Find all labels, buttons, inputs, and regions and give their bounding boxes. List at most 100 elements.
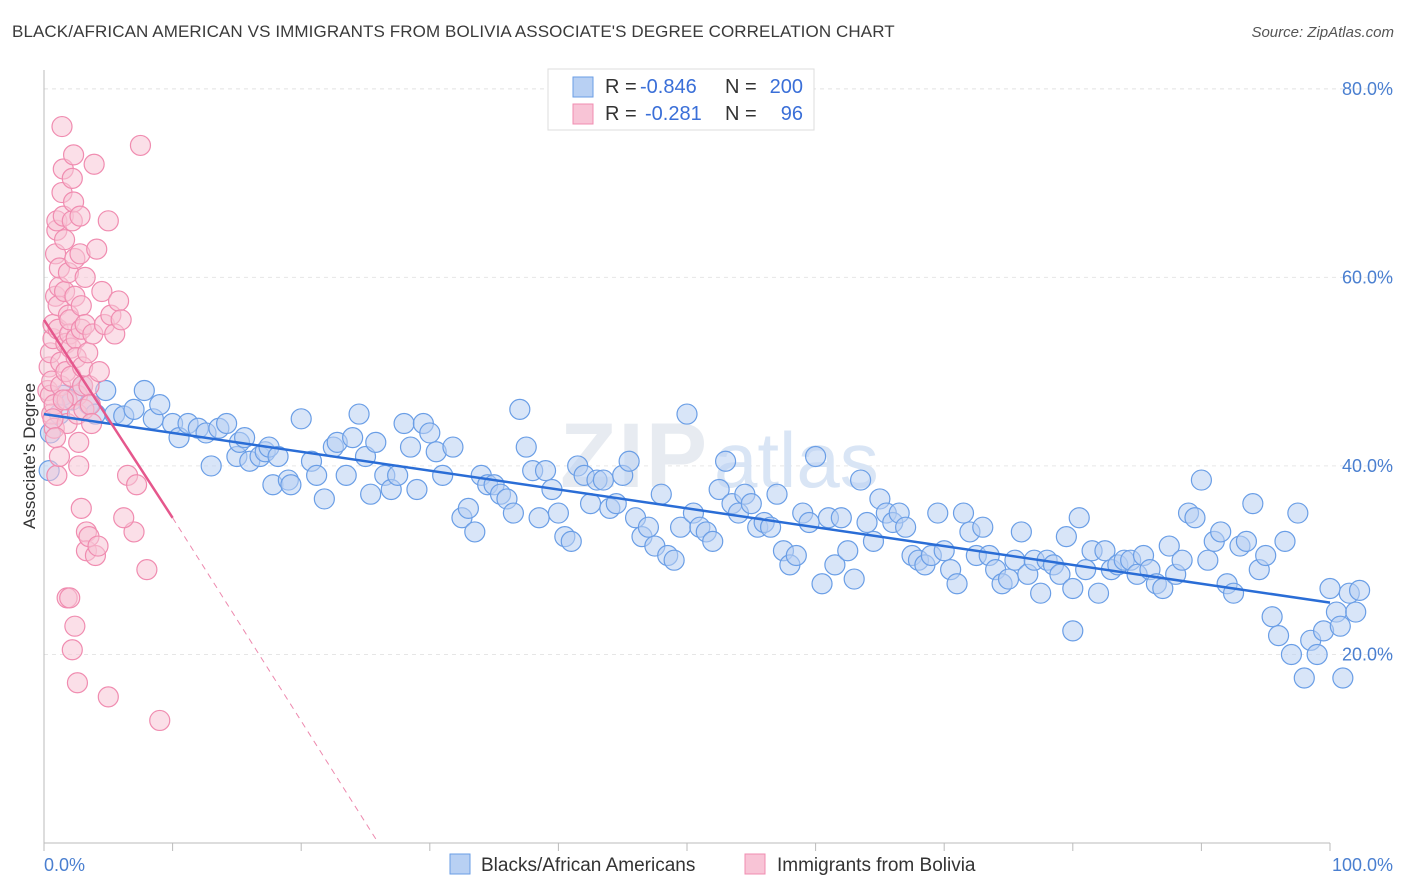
- blue-point-86: [637, 516, 660, 538]
- blue-point-72: [547, 502, 570, 524]
- grid-lines: [44, 88, 1392, 655]
- pink-point-59: [77, 342, 99, 364]
- blue-point-199: [1348, 579, 1371, 601]
- blue-point-55: [432, 464, 454, 486]
- pink-point-70: [97, 210, 119, 232]
- blue-point-117: [837, 540, 859, 562]
- chart-source: Source: ZipAtlas.com: [1251, 24, 1394, 41]
- pink-point-47: [68, 455, 90, 477]
- pink-point-62: [80, 412, 103, 435]
- blue-point-88: [650, 483, 672, 505]
- y-axis-label: Associate's Degree: [20, 383, 39, 529]
- chart-title: BLACK/AFRICAN AMERICAN VS IMMIGRANTS FRO…: [12, 22, 895, 41]
- blue-point-116: [830, 507, 852, 529]
- blue-point-119: [850, 469, 872, 491]
- pink-point-82: [59, 587, 81, 609]
- blue-point-44: [360, 483, 382, 505]
- legend-r-value-1: -0.846: [640, 76, 697, 98]
- y-tick-label-2: 60.0%: [1342, 267, 1393, 287]
- pink-point-89: [52, 389, 74, 411]
- pink-point-86: [97, 686, 119, 708]
- blue-point-173: [1197, 549, 1219, 571]
- blue-point-175: [1210, 521, 1232, 543]
- pink-point-64: [83, 153, 105, 175]
- legend-r-label-2: R =: [605, 103, 637, 125]
- pink-point-93: [125, 474, 148, 496]
- blue-point-179: [1235, 530, 1258, 552]
- pink-point-85: [66, 672, 89, 694]
- legend-swatch-pink: [572, 103, 594, 125]
- blue-point-120: [856, 511, 878, 534]
- legend-n-label-1: N =: [725, 76, 757, 98]
- pink-point-80: [46, 464, 68, 486]
- pink-point-90: [70, 497, 92, 519]
- pink-point-24: [53, 229, 76, 251]
- pink-point-67: [88, 361, 110, 383]
- tick-labels: 20.0% 40.0% 60.0% 80.0% 0.0% 100.0%: [44, 79, 1393, 875]
- blue-point-77: [579, 493, 602, 515]
- pink-point-68: [91, 280, 113, 303]
- pink-point-91: [87, 535, 109, 557]
- blue-point-192: [1319, 577, 1341, 600]
- y-tick-label-0: 20.0%: [1342, 644, 1393, 664]
- trend-line-pink: [42, 319, 174, 519]
- blue-point-34: [290, 408, 312, 430]
- trend-line-pink-extension: [172, 517, 379, 844]
- axes: [43, 70, 1331, 851]
- blue-point-156: [1087, 582, 1110, 604]
- blue-point-154: [1075, 559, 1097, 581]
- blue-point-118: [843, 568, 865, 590]
- blue-point-185: [1274, 530, 1296, 552]
- pink-point-55: [74, 266, 96, 288]
- pink-point-77: [129, 134, 152, 157]
- blue-point-190: [1306, 643, 1328, 666]
- blue-point-147: [1030, 582, 1052, 604]
- blue-point-67: [515, 436, 537, 458]
- blue-point-135: [952, 502, 975, 524]
- blue-point-11: [123, 398, 145, 420]
- y-tick-label-1: 40.0%: [1342, 456, 1393, 476]
- blue-point-102: [740, 493, 762, 515]
- pink-point-73: [107, 290, 130, 312]
- pink-point-83: [61, 639, 83, 661]
- blue-point-126: [895, 516, 917, 538]
- blue-point-59: [464, 521, 486, 543]
- blue-point-14: [149, 394, 171, 416]
- legend-n-value-1: 200: [770, 76, 803, 98]
- blue-point-31: [267, 445, 289, 468]
- pink-point-21: [51, 115, 73, 138]
- pink-point-92: [113, 507, 135, 529]
- blue-point-69: [528, 507, 550, 529]
- blue-point-109: [785, 544, 807, 567]
- blue-point-172: [1190, 469, 1213, 491]
- blue-point-186: [1280, 643, 1303, 666]
- pink-point-66: [86, 238, 108, 260]
- pink-point-48: [69, 205, 91, 227]
- blue-point-157: [1094, 540, 1116, 562]
- blue-point-169: [1171, 549, 1193, 571]
- pink-point-50: [70, 295, 92, 317]
- series-immigrants-from-bolivia: [37, 115, 171, 732]
- blue-point-42: [348, 403, 370, 425]
- blue-point-20: [200, 455, 222, 477]
- pink-point-79: [149, 709, 171, 732]
- blue-point-33: [280, 474, 302, 496]
- blue-point-65: [502, 502, 524, 524]
- x-tick-label-1: 100.0%: [1332, 855, 1393, 875]
- pink-point-78: [136, 559, 158, 581]
- blue-point-152: [1062, 577, 1084, 600]
- blue-point-50: [399, 436, 422, 458]
- blue-point-144: [1010, 521, 1032, 543]
- blue-point-106: [766, 483, 788, 505]
- blue-point-180: [1242, 493, 1264, 515]
- blue-point-198: [1329, 615, 1351, 637]
- blue-point-142: [997, 568, 1020, 590]
- blue-point-111: [798, 511, 820, 534]
- blue-point-74: [560, 530, 582, 552]
- blue-point-48: [387, 464, 409, 486]
- blue-point-66: [509, 398, 531, 420]
- blue-point-167: [1158, 535, 1180, 557]
- series-blacks-african-americans: [38, 375, 1371, 689]
- pink-point-95: [44, 427, 67, 449]
- pink-point-94: [48, 445, 71, 468]
